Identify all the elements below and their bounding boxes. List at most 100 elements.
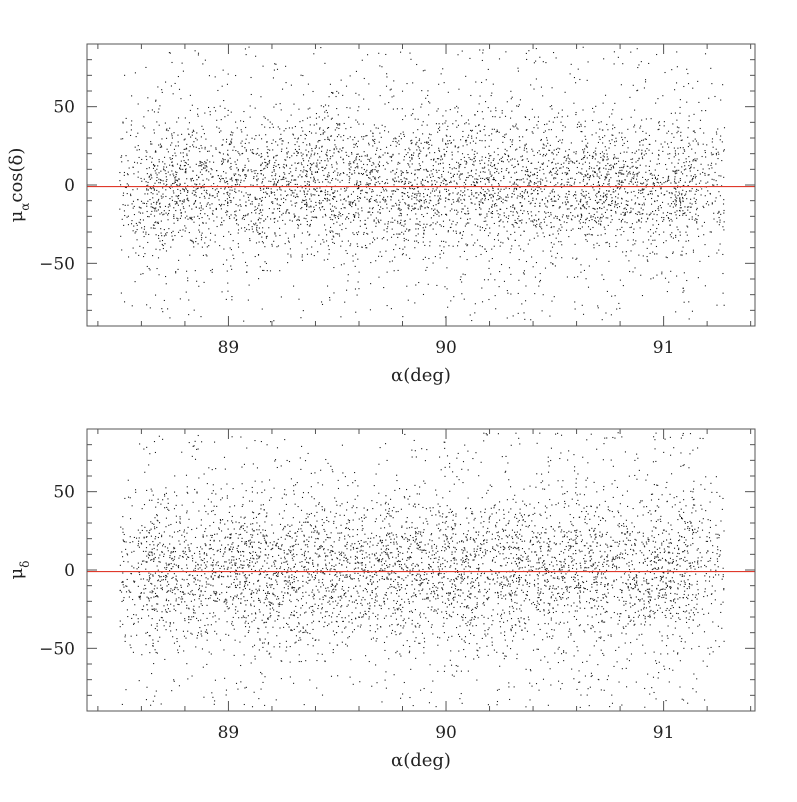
- data-point: [440, 250, 443, 252]
- data-point: [572, 257, 574, 259]
- data-point: [290, 114, 292, 116]
- data-point: [566, 215, 568, 217]
- data-point: [469, 158, 471, 160]
- data-point: [369, 207, 371, 209]
- data-point: [494, 192, 496, 194]
- data-point: [379, 183, 381, 185]
- data-point: [582, 191, 584, 193]
- data-point: [584, 126, 586, 128]
- data-point: [608, 173, 610, 175]
- data-point: [522, 272, 525, 274]
- data-point: [192, 242, 195, 244]
- data-point: [145, 150, 147, 152]
- data-point: [411, 163, 413, 165]
- data-point: [337, 217, 340, 220]
- data-point: [313, 176, 315, 178]
- data-point: [694, 193, 696, 195]
- data-point: [650, 212, 652, 214]
- data-point: [189, 94, 191, 96]
- data-point: [230, 140, 232, 142]
- data-point: [551, 161, 554, 163]
- data-point: [496, 168, 498, 170]
- data-point: [264, 177, 266, 179]
- data-point: [148, 216, 150, 218]
- data-point: [561, 257, 563, 259]
- data-point: [247, 196, 250, 198]
- data-point: [655, 231, 657, 233]
- data-point: [473, 157, 475, 159]
- data-point: [311, 216, 313, 218]
- data-point: [585, 201, 587, 203]
- data-point: [518, 279, 520, 281]
- data-point: [418, 223, 420, 225]
- data-point: [481, 287, 483, 289]
- data-point: [403, 240, 405, 242]
- data-point: [424, 207, 426, 209]
- data-point: [181, 235, 183, 237]
- data-point: [206, 203, 208, 205]
- data-point: [676, 217, 678, 219]
- data-point: [425, 155, 427, 157]
- data-point: [610, 209, 612, 211]
- data-point: [333, 292, 335, 294]
- data-point: [227, 202, 229, 204]
- data-point: [261, 138, 263, 140]
- data-point: [175, 179, 177, 181]
- data-point: [137, 145, 139, 147]
- data-point: [329, 216, 331, 219]
- data-point: [152, 197, 154, 199]
- data-point: [286, 153, 288, 155]
- data-point: [542, 294, 544, 296]
- data-point: [641, 152, 643, 154]
- data-point: [674, 166, 676, 168]
- data-point: [629, 96, 631, 98]
- data-point: [525, 116, 527, 118]
- data-point: [697, 277, 699, 279]
- data-point: [293, 234, 295, 236]
- data-point: [596, 165, 598, 167]
- data-point: [531, 148, 533, 150]
- data-point: [174, 179, 176, 181]
- data-point: [485, 177, 487, 179]
- data-point: [665, 240, 667, 242]
- data-point: [545, 62, 547, 64]
- data-point: [154, 210, 156, 212]
- data-point: [470, 184, 472, 186]
- data-point: [651, 177, 653, 179]
- data-point: [416, 199, 418, 201]
- data-point: [576, 172, 578, 175]
- data-point: [319, 187, 321, 189]
- data-point: [529, 239, 531, 241]
- data-point: [555, 167, 557, 169]
- data-point: [199, 196, 201, 199]
- data-point: [366, 154, 368, 156]
- data-point: [204, 197, 206, 199]
- data-point: [613, 167, 615, 169]
- data-point: [407, 239, 409, 241]
- data-point: [221, 217, 223, 219]
- data-point: [386, 178, 388, 181]
- data-point: [443, 240, 445, 242]
- data-point: [565, 229, 568, 231]
- data-point: [201, 169, 203, 171]
- data-point: [384, 103, 386, 105]
- data-point: [510, 273, 512, 275]
- data-point: [310, 211, 312, 213]
- data-point: [430, 159, 432, 161]
- data-point: [511, 144, 513, 146]
- data-point: [163, 166, 165, 168]
- data-point: [575, 82, 577, 84]
- data-point: [445, 180, 447, 182]
- data-point: [382, 208, 384, 210]
- data-point: [592, 226, 594, 229]
- data-point: [503, 175, 505, 177]
- data-point: [223, 193, 225, 195]
- data-point: [471, 169, 473, 171]
- data-point: [339, 174, 341, 176]
- data-point: [206, 166, 208, 168]
- data-point: [594, 171, 596, 174]
- data-point: [421, 103, 423, 105]
- data-point: [380, 136, 382, 138]
- data-point: [393, 205, 395, 207]
- data-point: [692, 87, 694, 89]
